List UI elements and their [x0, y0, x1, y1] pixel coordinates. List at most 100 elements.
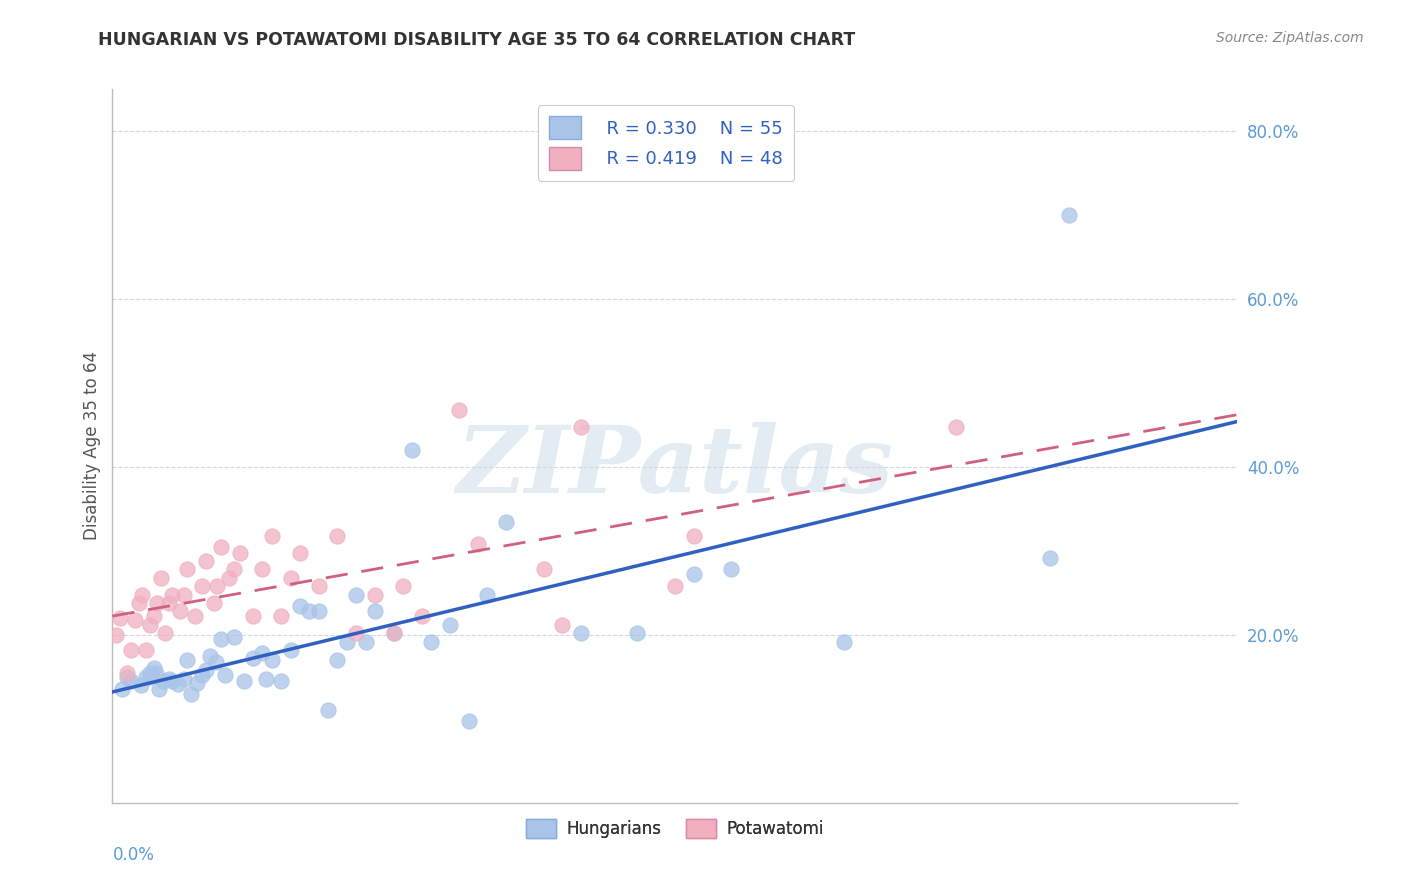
Point: [270, 674, 292, 689]
Point: [131, 588, 153, 602]
Point: [191, 668, 214, 682]
Point: [139, 670, 162, 684]
Point: [316, 703, 339, 717]
Point: [202, 596, 225, 610]
Point: [167, 676, 190, 690]
Point: [209, 540, 232, 554]
Point: [145, 665, 167, 680]
Point: [720, 562, 742, 576]
Point: [308, 604, 330, 618]
Text: HUNGARIAN VS POTAWATOMI DISABILITY AGE 35 TO 64 CORRELATION CHART: HUNGARIAN VS POTAWATOMI DISABILITY AGE 3…: [98, 31, 856, 49]
Point: [120, 674, 142, 689]
Point: [195, 663, 218, 677]
Point: [204, 655, 226, 669]
Point: [467, 537, 489, 551]
Point: [664, 579, 686, 593]
Point: [252, 562, 274, 576]
Point: [354, 634, 377, 648]
Point: [280, 571, 302, 585]
Point: [364, 588, 387, 602]
Point: [495, 515, 517, 529]
Legend: Hungarians, Potawatomi: Hungarians, Potawatomi: [519, 812, 831, 845]
Point: [569, 419, 592, 434]
Point: [252, 646, 274, 660]
Point: [139, 617, 162, 632]
Point: [1039, 550, 1062, 565]
Point: [626, 626, 648, 640]
Point: [254, 672, 277, 686]
Point: [135, 670, 157, 684]
Point: [207, 579, 229, 593]
Point: [162, 674, 184, 689]
Point: [129, 678, 152, 692]
Point: [180, 687, 202, 701]
Point: [148, 682, 170, 697]
Text: 0.0%: 0.0%: [112, 846, 155, 863]
Point: [142, 661, 165, 675]
Point: [242, 651, 264, 665]
Point: [120, 643, 142, 657]
Point: [229, 546, 252, 560]
Point: [682, 529, 704, 543]
Point: [232, 674, 254, 689]
Point: [344, 626, 367, 640]
Point: [169, 604, 191, 618]
Point: [152, 674, 174, 689]
Point: [117, 670, 139, 684]
Point: [162, 588, 184, 602]
Point: [135, 643, 157, 657]
Point: [184, 609, 207, 624]
Point: [392, 579, 415, 593]
Point: [117, 665, 139, 680]
Point: [533, 562, 555, 576]
Point: [209, 632, 232, 646]
Point: [344, 588, 367, 602]
Point: [326, 529, 349, 543]
Point: [224, 630, 246, 644]
Point: [382, 626, 405, 640]
Point: [111, 682, 134, 697]
Point: [142, 609, 165, 624]
Point: [270, 609, 292, 624]
Point: [411, 609, 433, 624]
Y-axis label: Disability Age 35 to 64: Disability Age 35 to 64: [83, 351, 101, 541]
Point: [150, 571, 173, 585]
Point: [439, 617, 461, 632]
Point: [108, 611, 131, 625]
Point: [218, 571, 240, 585]
Point: [186, 675, 208, 690]
Point: [298, 604, 321, 618]
Point: [457, 714, 479, 728]
Point: [173, 588, 195, 602]
Text: ZIPatlas: ZIPatlas: [457, 423, 893, 512]
Point: [288, 546, 311, 560]
Point: [191, 579, 214, 593]
Point: [176, 562, 198, 576]
Point: [198, 648, 221, 663]
Point: [128, 596, 150, 610]
Point: [157, 672, 180, 686]
Point: [326, 653, 349, 667]
Point: [173, 672, 195, 686]
Point: [336, 634, 359, 648]
Point: [214, 668, 236, 682]
Point: [288, 599, 311, 613]
Point: [945, 419, 967, 434]
Point: [105, 628, 128, 642]
Point: [124, 613, 146, 627]
Point: [260, 529, 283, 543]
Point: [551, 617, 574, 632]
Point: [260, 653, 283, 667]
Point: [832, 634, 855, 648]
Text: Source: ZipAtlas.com: Source: ZipAtlas.com: [1216, 31, 1364, 45]
Point: [224, 562, 246, 576]
Point: [682, 567, 704, 582]
Point: [308, 579, 330, 593]
Point: [176, 653, 198, 667]
Point: [569, 626, 592, 640]
Point: [420, 634, 443, 648]
Point: [364, 604, 387, 618]
Point: [146, 596, 169, 610]
Point: [242, 609, 264, 624]
Point: [195, 554, 218, 568]
